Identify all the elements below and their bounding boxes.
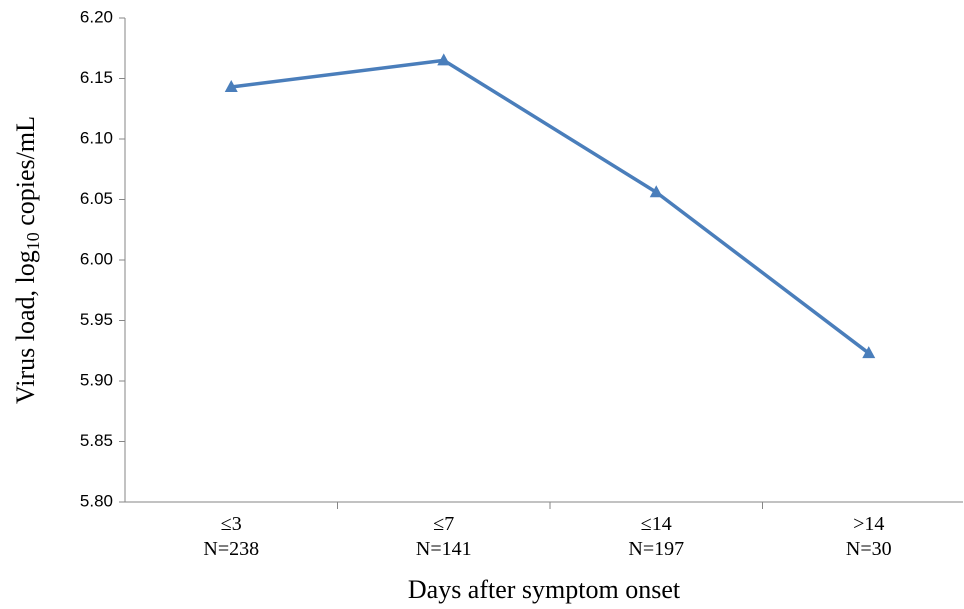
y-tick-label: 5.80 [80, 491, 113, 510]
y-tick-label: 5.95 [80, 310, 113, 329]
marker [224, 79, 238, 92]
y-axis-title: Virus load, log10 copies/mL [11, 116, 43, 404]
y-axis-title-part: copies/mL [11, 116, 40, 232]
x-tick-label: N=238 [203, 538, 259, 560]
y-tick-label: 6.15 [80, 68, 113, 87]
y-tick-label: 6.00 [80, 249, 113, 268]
x-tick-label: N=30 [846, 538, 892, 560]
y-axis-title-part: Virus load, log [11, 250, 40, 404]
x-tick-label: ≤3 [221, 513, 242, 535]
x-tick-label: N=197 [628, 538, 684, 560]
x-tick-label: N=141 [416, 538, 472, 560]
line [231, 58, 870, 355]
y-tick-label: 5.85 [80, 431, 113, 450]
marker [649, 185, 663, 198]
x-tick-label: ≤7 [433, 513, 454, 535]
y-tick-label: 6.05 [80, 189, 113, 208]
y-axis-title-sub: 10 [23, 232, 43, 250]
x-tick-label: ≤14 [641, 513, 672, 535]
y-tick-label: 6.20 [80, 7, 113, 26]
x-tick-label: >14 [853, 513, 884, 535]
y-tick-label: 6.10 [80, 128, 113, 147]
marker [437, 53, 451, 66]
x-axis-title: Days after symptom onset [408, 575, 681, 604]
marker [862, 346, 876, 359]
y-tick-label: 5.90 [80, 370, 113, 389]
